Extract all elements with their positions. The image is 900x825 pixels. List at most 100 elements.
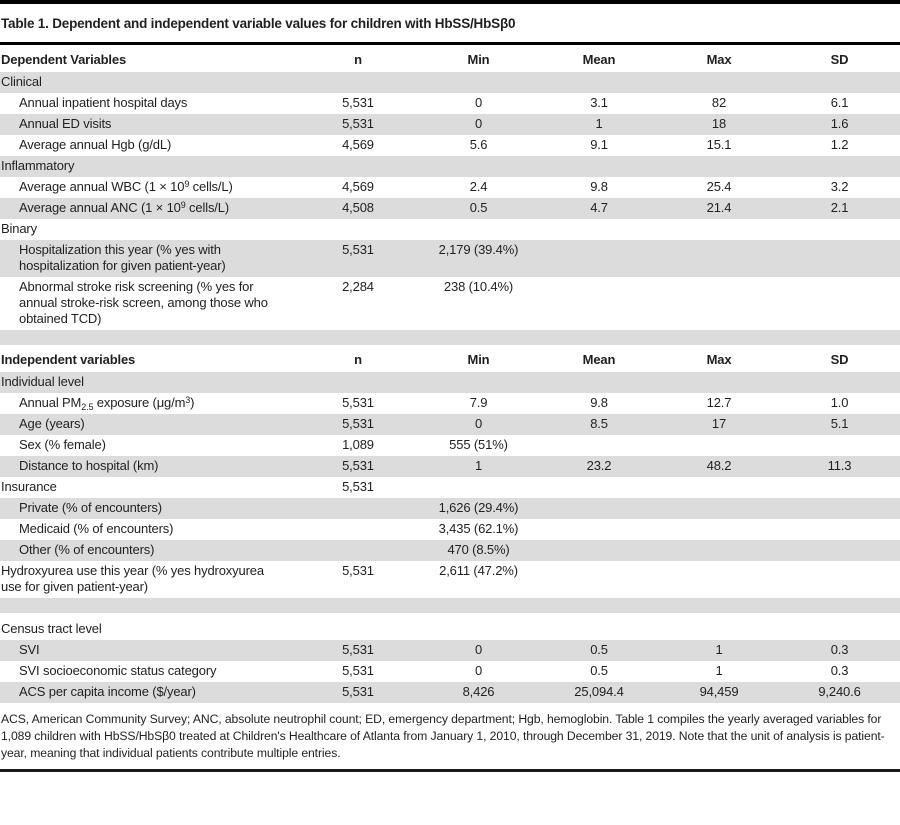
cell-max: [659, 277, 779, 330]
cell-sd: 3.2: [830, 179, 849, 194]
spacer-row: [0, 330, 900, 345]
cell-max: 12.7: [706, 395, 732, 410]
cell-max: [659, 156, 779, 177]
cell-min: [418, 156, 539, 177]
column-header-max: Max: [706, 52, 732, 67]
cell-min: 555 (51%): [449, 437, 508, 452]
cell-n: [298, 613, 418, 640]
row-label: Binary: [1, 221, 37, 236]
cell-n: 4,508: [342, 200, 374, 215]
cell-mean: [539, 72, 659, 93]
cell-min: 2.4: [469, 179, 488, 194]
cell-max: [659, 372, 779, 393]
cell-max: 1: [715, 642, 723, 657]
cell-mean: [539, 613, 659, 640]
row-label: Insurance: [1, 479, 57, 494]
cell-min: [418, 219, 539, 240]
cell-max: [659, 498, 779, 519]
variables-table-body: Dependent Variables n Min Mean Max SD Clinical…: [0, 45, 900, 703]
cell-n: 1,089: [342, 437, 374, 452]
cell-sd: 2.1: [830, 200, 849, 215]
cell-n: 5,531: [342, 684, 374, 699]
table-row: Census tract level: [0, 613, 900, 640]
cell-min: 0.5: [469, 200, 488, 215]
cell-min: 8,426: [462, 684, 495, 699]
table-row: Clinical: [0, 72, 900, 93]
cell-n: 5,531: [342, 563, 374, 578]
section-header-label: Independent variables: [1, 352, 136, 367]
cell-n: [298, 72, 418, 93]
cell-min: 470 (8.5%): [447, 542, 510, 557]
table-row: Hospitalization this year (% yes with ho…: [0, 240, 900, 277]
cell-max: 1: [715, 663, 723, 678]
table-row: Average annual WBC (1 × 109 cells/L) 4,56…: [0, 177, 900, 198]
cell-sd: [779, 613, 900, 640]
cell-sd: 0.3: [830, 642, 849, 657]
table-row: Annual PM2.5 exposure (μg/m3) 5,531 7.9 9.8…: [0, 393, 900, 414]
cell-max: [659, 219, 779, 240]
table-row: ACS per capita income ($/year) 5,531 8,426…: [0, 682, 900, 703]
row-label: SVI: [19, 642, 40, 657]
table-row: Private (% of encounters) 1,626 (29.4%): [0, 498, 900, 519]
cell-max: [659, 240, 779, 277]
table-row: Hydroxyurea use this year (% yes hydroxy…: [0, 561, 900, 598]
cell-mean: [539, 277, 659, 330]
row-label: Hydroxyurea use this year (% yes hydroxy…: [1, 563, 264, 594]
cell-mean: [539, 561, 659, 598]
cell-min: 0: [474, 663, 483, 678]
row-label: Annual ED visits: [19, 116, 112, 131]
cell-mean: 4.7: [590, 200, 608, 215]
column-header-n: n: [354, 352, 362, 367]
cell-max: 94,459: [699, 684, 739, 699]
column-header-row: Dependent Variables n Min Mean Max SD: [0, 45, 900, 72]
cell-sd: [779, 540, 900, 561]
title-bottom-rule: [0, 42, 900, 45]
cell-mean: [539, 372, 659, 393]
cell-min: 5.6: [469, 137, 488, 152]
spacer-cell: [0, 330, 900, 345]
cell-sd: [779, 519, 900, 540]
row-label: Medicaid (% of encounters): [19, 521, 174, 536]
table-row: Annual ED visits 5,531 0 1 18 1.6: [0, 114, 900, 135]
spacer-cell: [0, 598, 900, 613]
cell-mean: [539, 435, 659, 456]
cell-min: 0: [474, 116, 483, 131]
cell-max: [659, 435, 779, 456]
cell-sd: 1.6: [830, 116, 849, 131]
cell-min: 2,179 (39.4%): [438, 242, 519, 257]
cell-min: 238 (10.4%): [443, 279, 514, 294]
cell-min: 0: [474, 642, 483, 657]
table-row: Medicaid (% of encounters) 3,435 (62.1%): [0, 519, 900, 540]
cell-sd: 6.1: [830, 95, 849, 110]
cell-n: 5,531: [342, 416, 374, 431]
table-row: Average annual Hgb (g/dL) 4,569 5.6 9.1 15.1…: [0, 135, 900, 156]
cell-min: 2,611 (47.2%): [439, 563, 518, 578]
table-row: SVI socioeconomic status category 5,531 0 0…: [0, 661, 900, 682]
cell-max: 25.4: [706, 179, 732, 194]
cell-n: [298, 156, 418, 177]
cell-sd: [779, 156, 900, 177]
cell-n: [298, 498, 418, 519]
cell-sd: 11.3: [827, 458, 852, 473]
cell-min: [418, 477, 539, 498]
cell-min: 3,435 (62.1%): [438, 521, 519, 536]
row-label: Distance to hospital (km): [19, 458, 159, 473]
cell-n: 5,531: [342, 242, 374, 257]
table-row: Other (% of encounters) 470 (8.5%): [0, 540, 900, 561]
cell-max: [659, 72, 779, 93]
cell-mean: [539, 540, 659, 561]
column-header-min: Min: [467, 52, 490, 67]
cell-n: 2,284: [342, 279, 374, 294]
table-row: Binary: [0, 219, 900, 240]
column-header-n: n: [354, 52, 362, 67]
cell-mean: 9.8: [590, 179, 608, 194]
row-label: Annual PM2.5 exposure (μg/m3): [19, 395, 195, 412]
cell-mean: [539, 219, 659, 240]
column-header-sd: SD: [830, 52, 849, 67]
row-label: ACS per capita income ($/year): [19, 684, 196, 699]
column-header-row: Independent variables n Min Mean Max SD: [0, 345, 900, 372]
row-label: Private (% of encounters): [19, 500, 162, 515]
cell-sd: [779, 498, 900, 519]
cell-min: [418, 72, 539, 93]
table-row: Average annual ANC (1 × 109 cells/L) 4,50…: [0, 198, 900, 219]
